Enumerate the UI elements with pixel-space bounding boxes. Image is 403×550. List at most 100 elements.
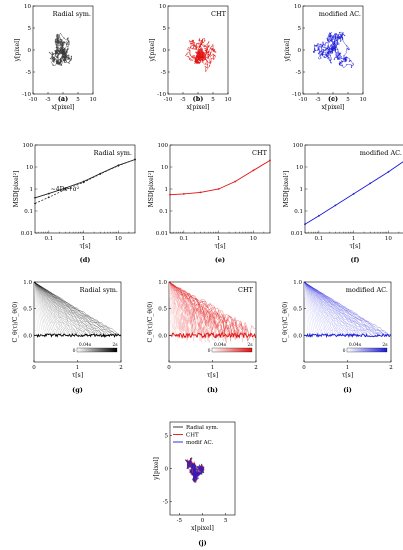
trajectory-point — [338, 31, 341, 34]
x-axis-label: τ[s] — [342, 372, 353, 379]
trajectory-point — [335, 44, 337, 47]
y-tick-label: 1.0 — [293, 280, 302, 286]
trajectory-point — [345, 64, 348, 66]
trajectory-point — [58, 35, 60, 37]
correlation-curve — [304, 282, 333, 335]
y-axis-label: y[pixel] — [14, 39, 21, 63]
trajectory-point — [335, 33, 337, 35]
correlation-curve — [304, 282, 326, 336]
correlation-curve — [169, 282, 215, 341]
trajectory-point — [341, 64, 343, 67]
trajectory-point — [53, 59, 56, 61]
trajectory-line — [186, 458, 205, 483]
zero-baseline-curve — [34, 332, 121, 339]
trajectory-point — [329, 34, 331, 36]
trajectory-point — [193, 42, 196, 44]
correlation-curve — [169, 282, 174, 339]
correlation-curves — [169, 282, 256, 343]
trajectory-point — [317, 53, 320, 55]
trajectory-point — [319, 50, 321, 52]
trajectory-point — [215, 51, 217, 53]
legend-label: CHT — [252, 149, 268, 157]
correlation-curve — [304, 282, 324, 336]
trajectory-point — [320, 50, 323, 52]
y-tick-label: 0.5 — [23, 307, 32, 313]
x-axis-label: τ[s] — [79, 243, 90, 250]
y-tick-label: 0 — [165, 467, 169, 473]
correlation-curve — [169, 282, 176, 343]
correlation-curve — [304, 282, 385, 337]
trajectory-point — [211, 45, 213, 48]
trajectory-point — [342, 38, 344, 40]
trajectory-point — [327, 39, 329, 41]
trajectory-point — [317, 47, 320, 49]
trajectory-point — [59, 42, 61, 44]
trajectory-point — [198, 46, 201, 48]
trajectory-point — [205, 63, 207, 65]
trajectory-point — [335, 52, 337, 54]
y-axis-label: MSD[pixel²] — [283, 171, 290, 208]
series-point — [199, 191, 202, 194]
correlation-curve — [169, 282, 172, 338]
trajectory-point — [345, 59, 348, 61]
trajectory-point — [60, 44, 62, 46]
trajectory-point — [341, 60, 344, 63]
trajectory-point — [328, 50, 330, 52]
trajectory-point — [187, 48, 189, 50]
trajectory-point — [205, 48, 207, 50]
plot-frame — [302, 5, 364, 95]
trajectory-point — [57, 62, 60, 64]
x-tick-label: 5 — [211, 97, 215, 103]
x-tick-label: 1 — [82, 236, 86, 242]
series-point — [369, 182, 372, 185]
legend-label: CHT — [238, 286, 254, 294]
trajectory-point — [337, 36, 339, 38]
legend-label: CHT — [186, 433, 199, 439]
trajectory-point — [204, 49, 206, 52]
series-point — [169, 193, 171, 196]
trajectory-point — [189, 54, 192, 57]
trajectory-point — [193, 57, 196, 59]
trajectory — [184, 38, 217, 72]
trajectory-point — [206, 63, 208, 66]
trajectory-point — [202, 60, 204, 62]
plot-frame — [304, 144, 403, 234]
correlation-curve — [304, 282, 339, 336]
correlation-curves — [304, 282, 391, 339]
trajectory-point — [335, 54, 337, 56]
trajectory-point — [51, 58, 53, 60]
y-axis-label: C_θ(τ)/C_θ(0) — [147, 302, 154, 343]
trajectory-point — [328, 52, 330, 54]
colorbar — [346, 347, 388, 353]
legend-label: Radial sym. — [53, 10, 91, 18]
x-tick-label: -10 — [164, 97, 173, 103]
trajectory-point — [317, 45, 319, 47]
trajectory-point — [339, 38, 342, 40]
x-axis-label: τ[s] — [72, 372, 83, 379]
x-axis-label: x[pixel] — [322, 104, 345, 111]
trajectory-point — [201, 38, 204, 41]
trajectory-point — [198, 50, 200, 53]
trajectory-point — [328, 46, 330, 48]
trajectory-point — [60, 39, 62, 41]
correlation-curve — [34, 282, 67, 336]
x-tick-label: 2 — [389, 365, 393, 371]
trajectory-point — [331, 49, 333, 51]
trajectory-point — [195, 55, 198, 57]
trajectory-point — [350, 59, 352, 62]
y-tick-label: 10 — [294, 4, 301, 10]
trajectory-point — [67, 37, 69, 39]
y-axis-label: MSD[pixel²] — [13, 171, 20, 208]
x-tick-label: 1 — [217, 236, 221, 242]
trajectory-point — [57, 59, 60, 61]
trajectory-point — [195, 48, 197, 50]
trajectory-point — [60, 48, 62, 50]
trajectory-point — [212, 48, 214, 50]
panel-label: (e) — [215, 256, 225, 264]
trajectory-point — [200, 49, 202, 51]
trajectory-point — [63, 41, 66, 43]
trajectory-point — [320, 57, 322, 59]
trajectory-point — [345, 56, 348, 58]
trajectory-point — [64, 48, 66, 50]
